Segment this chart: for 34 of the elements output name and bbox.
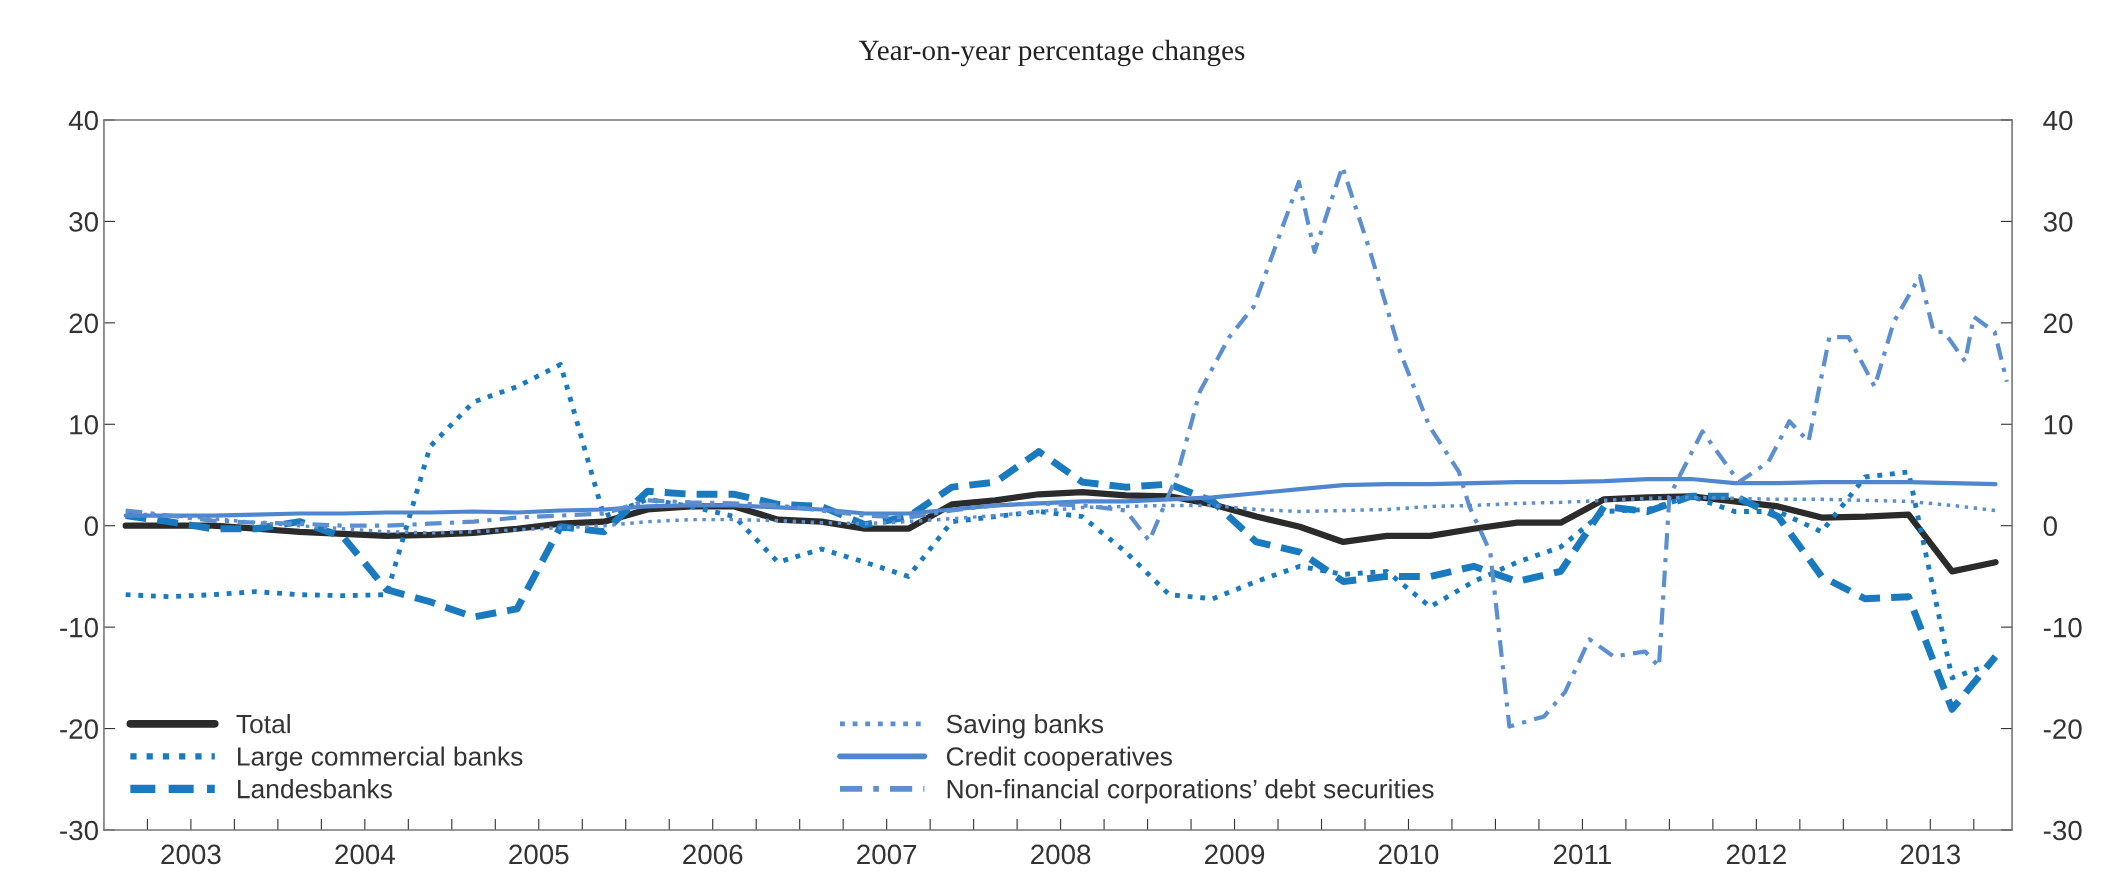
y2-tick-label: -10 [2043,617,2082,638]
y2-tick-label: 0 [2043,516,2057,537]
y2-tick-label: -20 [2043,719,2082,739]
legend-label: Total [236,713,290,734]
y-tick-label: 10 [70,414,98,435]
y2-tick-label: -30 [2043,820,2082,841]
x-tick-label: 2004 [335,844,395,865]
y-tick-label: 30 [69,212,98,232]
legend-label: Non-financial corporations’ debt securities [947,779,1434,804]
y-tick-label: -10 [60,617,98,638]
x-tick-label: 2008 [1031,844,1091,865]
y-tick-label: 20 [69,313,98,334]
y2-tick-label: 20 [2044,313,2073,334]
x-tick-label: 2003 [161,844,221,865]
x-tick-label: 2010 [1378,844,1439,865]
y-tick-label: -20 [60,719,98,739]
x-tick-label: 2007 [857,844,917,865]
y-tick-label: -30 [60,820,98,841]
legend-label: Credit cooperatives [946,746,1172,772]
x-tick-label: 2006 [683,844,743,865]
y2-tick-label: 40 [2043,110,2073,131]
x-tick-label: 2009 [1205,844,1265,865]
x-tick-label: 2012 [1726,844,1786,865]
y-tick-label: 0 [84,516,98,537]
legend-label: Saving banks [946,713,1104,739]
x-tick-label: 2013 [1900,844,1960,865]
x-tick-label: 2011 [1553,844,1611,865]
x-tick-label: 2005 [509,844,569,865]
y2-tick-label: 30 [2043,212,2073,232]
legend-label: Large commercial banks [238,746,523,772]
y-tick-label: 40 [68,110,98,131]
chart-subtitle: Year-on-year percentage changes [858,39,1245,67]
legend-label: Landesbanks [238,779,392,799]
y2-tick-label: 10 [2044,414,2073,435]
